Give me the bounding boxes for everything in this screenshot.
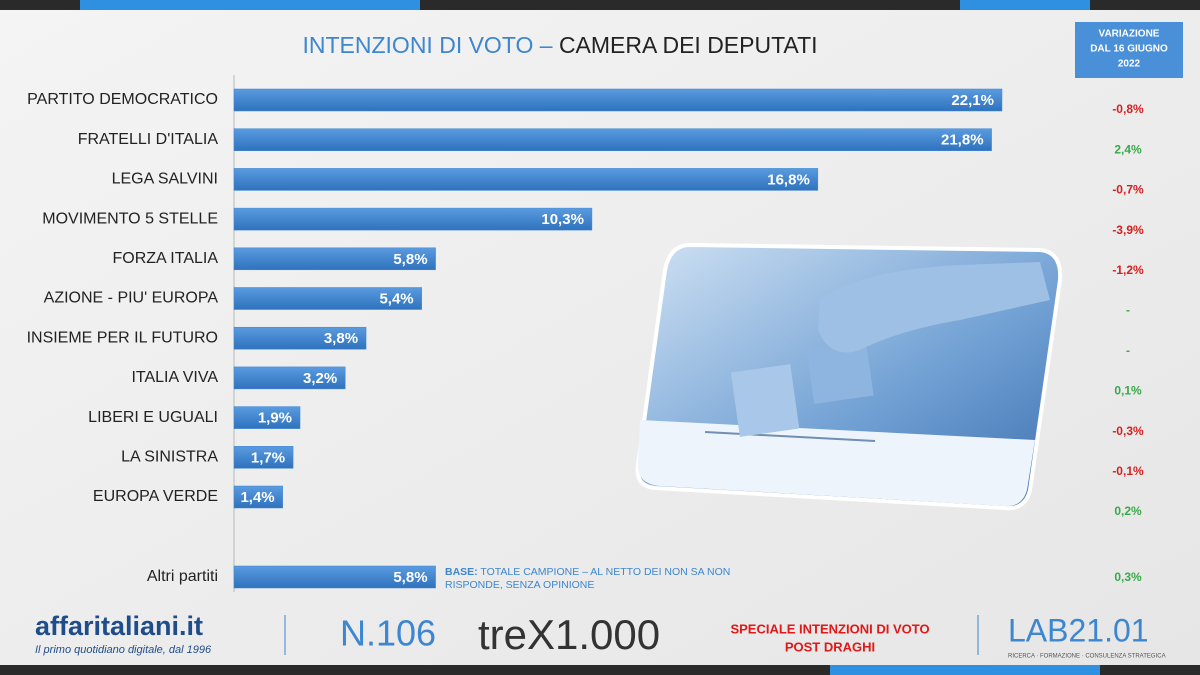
category-label: INSIEME PER IL FUTURO <box>27 329 218 346</box>
top-accent <box>960 0 1090 10</box>
value-label: 21,8% <box>941 132 984 149</box>
category-label: MOVIMENTO 5 STELLE <box>42 210 218 227</box>
category-label: Altri partiti <box>147 568 218 585</box>
value-label: 10,3% <box>541 211 584 228</box>
change-label: 2,4% <box>1114 142 1142 156</box>
brand: affaritaliani.it <box>35 611 203 641</box>
bar <box>233 446 294 469</box>
category-label: EUROPA VERDE <box>93 488 218 505</box>
lab: LAB21.01 <box>1008 612 1149 648</box>
bar <box>233 366 346 390</box>
note: BASE: TOTALE CAMPIONE – AL NETTO DEI NON… <box>445 566 730 578</box>
change-label: - <box>1126 343 1130 357</box>
value-label: 16,8% <box>767 171 810 188</box>
bottom-accent <box>830 665 1100 675</box>
change-label: -0,7% <box>1112 183 1144 197</box>
category-label: FORZA ITALIA <box>113 250 219 267</box>
change-header <box>1075 22 1183 78</box>
change-label: 0,3% <box>1114 570 1142 584</box>
category-label: FRATELLI D'ITALIA <box>78 131 219 148</box>
ballot-image <box>635 242 1063 511</box>
bar <box>233 168 819 191</box>
chart-title: INTENZIONI DI VOTO – CAMERA DEI DEPUTATI <box>302 32 817 58</box>
bar <box>233 128 992 151</box>
change-title: VARIAZIONE <box>1099 29 1160 40</box>
bar <box>233 485 283 509</box>
change-label: -3,9% <box>1112 223 1144 237</box>
value-label: 5,8% <box>393 569 427 586</box>
change-label: 0,2% <box>1114 504 1142 518</box>
bar <box>233 207 593 231</box>
bar <box>233 565 436 589</box>
change-label: -1,2% <box>1112 263 1144 277</box>
category-label: AZIONE - PIU' EUROPA <box>44 290 219 307</box>
special: SPECIALE INTENZIONI DI VOTO <box>730 621 929 636</box>
change-title: 2022 <box>1118 59 1141 70</box>
value-label: 1,4% <box>240 489 274 506</box>
bar <box>233 247 436 271</box>
change-label: -0,1% <box>1112 464 1144 478</box>
category-label: LA SINISTRA <box>121 449 218 466</box>
top-accent <box>80 0 420 10</box>
value-label: 3,8% <box>324 330 358 347</box>
value-label: 1,7% <box>251 449 285 466</box>
change-label: -0,8% <box>1112 102 1144 116</box>
top-bar <box>0 0 1200 10</box>
value-label: 5,8% <box>393 251 427 268</box>
value-label: 3,2% <box>303 370 337 387</box>
change-label: -0,3% <box>1112 424 1144 438</box>
bar <box>233 326 367 350</box>
note: RISPONDE, SENZA OPINIONE <box>445 579 594 591</box>
tagline: Il primo quotidiano digitale, dal 1996 <box>35 644 212 656</box>
value-label: 1,9% <box>258 410 292 427</box>
issue: N.106 <box>340 613 436 654</box>
lab-tagline: RICERCA · FORMAZIONE · CONSULENZA STRATE… <box>1008 654 1166 660</box>
change-title: DAL 16 GIUGNO <box>1090 44 1168 55</box>
special: POST DRAGHI <box>785 639 875 654</box>
bar <box>233 406 301 429</box>
category-label: PARTITO DEMOCRATICO <box>27 91 218 108</box>
value-label: 5,4% <box>379 290 413 307</box>
change-label: - <box>1126 303 1130 317</box>
change-label: 0,1% <box>1114 384 1142 398</box>
category-label: ITALIA VIVA <box>131 369 218 386</box>
category-label: LEGA SALVINI <box>112 171 218 188</box>
bottom-bar <box>0 665 1200 675</box>
category-label: LIBERI E UGUALI <box>88 409 218 426</box>
value-label: 22,1% <box>951 92 994 109</box>
bar <box>233 287 422 310</box>
partner: treX1.000 <box>478 611 660 658</box>
bar <box>233 88 1003 112</box>
